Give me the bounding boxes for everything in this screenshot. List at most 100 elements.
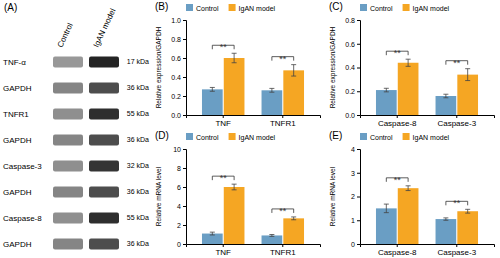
x-axis: TNFTNFR1 <box>187 115 321 128</box>
band <box>53 57 83 68</box>
tick-label: 2 <box>177 222 181 229</box>
bar-panel: (B)0.00.20.40.60.81.0Relative expression… <box>155 1 321 128</box>
y-axis-title: Relative expression/GAPDH <box>155 26 163 108</box>
error-bar <box>291 217 296 220</box>
band <box>89 187 119 198</box>
legend: ControlIgAN model <box>360 4 450 13</box>
error-line <box>234 184 235 190</box>
x-tick: Caspase-8 <box>378 115 417 128</box>
legend: ControlIgAN model <box>186 4 276 13</box>
marks <box>202 184 304 244</box>
error-bar <box>232 53 237 63</box>
size-label: 36 kDa <box>127 84 149 91</box>
bar-panel: (E)01234Relative mRNA levelCaspase-8Casp… <box>329 130 495 257</box>
y-tick: 1.0 <box>171 17 186 24</box>
y-axis: 0 1 2 3 4 <box>351 146 360 248</box>
tick-mark <box>183 58 186 59</box>
legend-label: IgAN model <box>413 5 450 13</box>
axis-line <box>361 245 495 248</box>
error-cap <box>210 91 215 92</box>
y-tick: 4 <box>177 203 186 210</box>
y-tick: 8 <box>177 165 186 172</box>
bar <box>262 90 283 115</box>
legend-label: Control <box>196 134 219 141</box>
error-line <box>293 65 294 76</box>
tick-mark <box>183 96 186 97</box>
column-label: Control <box>56 21 75 48</box>
y-tick: 0.2 <box>171 93 186 100</box>
band <box>89 109 119 120</box>
error-cap <box>384 91 389 92</box>
error-bar <box>384 204 389 213</box>
tick-label: 0.6 <box>345 40 355 47</box>
y-axis: 0246810 <box>173 146 186 248</box>
plot: 0 1 2 3 4 Relative mRNA level Caspase-8 Caspase… <box>329 146 495 257</box>
error-cap <box>269 234 274 235</box>
y-axis-title: Relative mRNA level <box>155 166 162 226</box>
tick-mark <box>183 244 186 245</box>
error-line <box>212 232 213 235</box>
y-tick: 3 <box>351 169 360 176</box>
bar <box>398 63 419 115</box>
plot: 0.00.20.40.60.8Relative expression/GAPDH… <box>329 17 495 128</box>
bar <box>283 218 304 244</box>
y-tick: 0.4 <box>171 74 186 81</box>
size-label: 17 kDa <box>127 58 149 65</box>
band <box>53 239 83 250</box>
error-cap <box>210 234 215 235</box>
error-bar <box>406 59 411 66</box>
y-tick: 0.4 <box>345 64 360 71</box>
tick-label: 0.4 <box>171 74 181 81</box>
legend-swatch <box>403 133 410 140</box>
tick-label: 4 <box>351 146 355 153</box>
error-line <box>386 204 387 213</box>
legend-item: Control <box>186 4 219 12</box>
size-label: 36 kDa <box>127 240 149 247</box>
band <box>53 161 83 172</box>
tick-mark <box>183 168 186 169</box>
tick-label: 2 <box>351 193 355 200</box>
bar <box>224 187 245 244</box>
legend-swatch <box>360 133 367 140</box>
tick-label: 0 <box>177 241 181 248</box>
tick-label: 1 <box>351 217 355 224</box>
bar <box>376 90 397 115</box>
band <box>89 83 119 94</box>
legend: ControlIgAN model <box>360 133 450 142</box>
x-axis: Caspase-8 Caspase-3 <box>361 115 495 128</box>
tick-label: 0.2 <box>345 88 355 95</box>
legend-swatch <box>229 4 236 11</box>
tick-label: TNFR1 <box>270 119 296 128</box>
error-bar <box>443 94 448 98</box>
tick-label: Caspase-3 <box>437 119 476 128</box>
row-label: GAPDH <box>3 136 32 145</box>
y-axis-title: Relative mRNA level <box>329 166 336 226</box>
tick-label: 0 <box>351 241 355 248</box>
blot-panel: (A)ControlIgAN modelTNF-α17 kDaGAPDH36 k… <box>3 2 149 250</box>
error-cap <box>291 64 296 65</box>
error-cap <box>291 216 296 217</box>
error-cap <box>232 184 237 185</box>
column-label: IgAN model <box>92 7 118 49</box>
panel-title: (C) <box>329 1 343 12</box>
error-cap <box>443 97 448 98</box>
tick-label: 1.0 <box>171 17 181 24</box>
tick-mark <box>223 115 224 118</box>
axis-line <box>183 150 187 245</box>
error-cap <box>384 204 389 205</box>
tick-label: 3 <box>351 169 355 176</box>
error-line <box>408 59 409 66</box>
tick-mark <box>183 39 186 40</box>
figure: (A)ControlIgAN modelTNF-α17 kDaGAPDH36 k… <box>0 0 500 258</box>
error-line <box>467 209 468 213</box>
legend-swatch <box>403 4 410 11</box>
error-bar <box>269 88 274 92</box>
tick-label: Caspase-8 <box>378 248 417 257</box>
tick-label: 6 <box>177 184 181 191</box>
annotation: ** <box>220 42 228 52</box>
band <box>53 213 83 224</box>
tick-label: Caspase-3 <box>437 248 476 257</box>
tick-label: 0.2 <box>171 93 181 100</box>
size-label: 55 kDa <box>127 110 149 117</box>
tick-mark <box>282 115 283 118</box>
